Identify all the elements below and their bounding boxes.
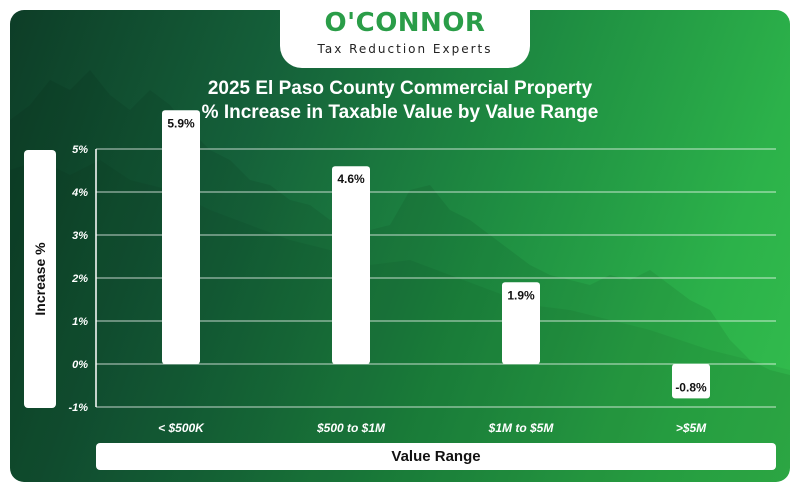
y-tick-label: 5% [72, 144, 88, 156]
data-label: -0.8% [675, 380, 707, 394]
y-tick-label: 0% [72, 359, 88, 371]
y-tick-label: 2% [71, 273, 88, 285]
y-tick-label: 1% [72, 316, 88, 328]
bar [502, 282, 540, 364]
chart-title-line2: % Increase in Taxable Value by Value Ran… [201, 102, 599, 123]
data-label: 5.9% [167, 116, 195, 130]
y-tick-label: -1% [68, 402, 88, 414]
category-label: $500 to $1M [316, 421, 386, 435]
x-axis-label-box [96, 443, 776, 470]
chart-title-line1: 2025 El Paso County Commercial Property [207, 78, 593, 99]
y-axis-label-box [24, 150, 56, 408]
data-label: 4.6% [337, 172, 365, 186]
y-tick-label: 3% [72, 230, 88, 242]
category-label: < $500K [158, 421, 205, 435]
logo-tagline: Tax Reduction Experts [317, 42, 493, 56]
bar [162, 110, 200, 364]
bar [332, 166, 370, 364]
logo-tab: O'CONNOR Tax Reduction Experts [280, 10, 530, 68]
category-label: $1M to $5M [488, 421, 555, 435]
data-label: 1.9% [507, 288, 535, 302]
y-tick-label: 4% [71, 187, 88, 199]
bar [672, 364, 710, 399]
oconnor-logo: O'CONNOR [324, 10, 486, 38]
category-label: >$5M [676, 421, 707, 435]
chart-card: O'CONNOR Tax Reduction Experts 2025 El P… [10, 10, 790, 482]
bar-chart-plot: 5% 4% 3% 2% 1% 0% -1% 5.9% < $500K 4.6% $500 to $1… [68, 110, 776, 435]
x-axis-label: Value Range [391, 448, 481, 465]
